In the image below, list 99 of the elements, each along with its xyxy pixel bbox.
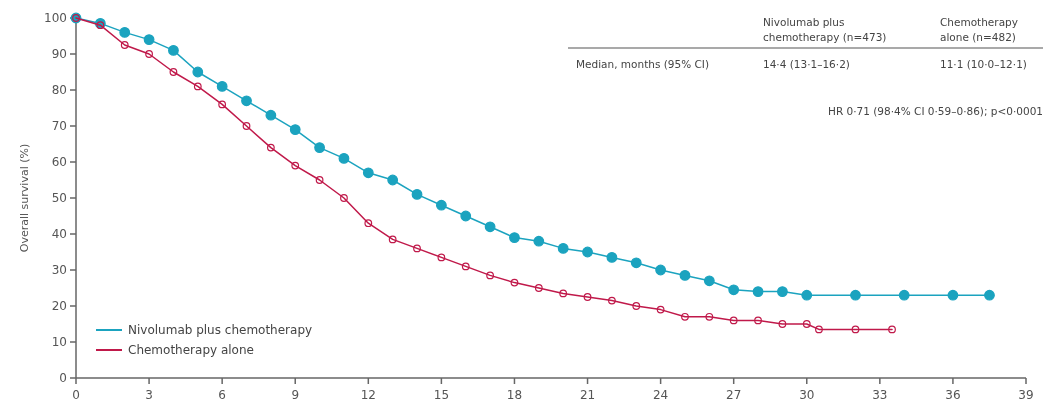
point [486,271,494,280]
point [435,199,447,211]
x-tick-label: 12 [360,388,376,402]
point [656,305,665,314]
legend-label: Chemotherapy alone [128,343,254,358]
point [218,100,227,109]
point [241,95,252,107]
point [632,302,641,310]
point [608,296,616,305]
y-tick-label: 70 [51,119,67,134]
x-tick-label: 30 [799,388,815,402]
point [315,176,324,184]
point [192,66,204,78]
point [291,161,300,170]
point [606,252,618,263]
annotation: Nivolumab plus chemotherapy (n=473) [763,16,887,43]
x-tick-label: 36 [945,388,961,402]
y-tick-label: 90 [51,47,67,62]
point [815,325,823,334]
point [778,320,787,328]
annotation: Chemotherapy alone (n=482) [940,16,1018,43]
y-tick-label: 20 [51,299,67,314]
y-axis-title: Overall survival (%) [18,143,31,253]
point [120,41,129,49]
point [681,312,689,321]
y-tick-label: 10 [51,335,67,350]
y-tick-label: 0 [59,371,67,386]
point [362,167,374,179]
point [484,221,496,233]
y-tick-label: 80 [51,83,67,98]
point [340,194,348,202]
x-tick-label: 39 [1018,388,1034,402]
x-tick-label: 18 [506,388,523,402]
point [364,219,373,228]
point [582,246,593,258]
point [655,264,667,276]
annotation: 14·4 (13·1–16·2) [763,58,850,70]
y-tick-label: 30 [51,263,67,278]
point [314,142,325,153]
point [388,235,397,244]
point [119,27,131,38]
point [461,262,470,271]
point [728,284,740,296]
point [242,122,251,130]
point [801,289,813,301]
x-tick-label: 0 [72,388,80,402]
x-tick-label: 6 [218,388,226,402]
point [703,275,715,287]
point [143,34,155,45]
point [533,235,545,247]
point [266,143,275,152]
point [216,81,228,92]
point [557,243,569,254]
point [679,270,691,281]
x-tick-label: 24 [652,388,669,402]
x-tick-label: 27 [726,388,742,402]
y-tick-label: 50 [51,191,67,206]
point [898,289,910,301]
point [984,289,995,301]
point [583,293,592,301]
legend-label: Nivolumab plus chemotherapy [128,323,313,338]
point [729,316,738,325]
x-tick-label: 9 [291,388,300,402]
point [193,82,202,91]
x-tick-label: 15 [433,388,450,402]
point [559,289,568,298]
point [752,286,764,297]
point [947,289,959,301]
point [168,45,179,56]
annotation: 11·1 (10·0–12·1) [940,58,1027,70]
point [460,210,472,222]
point [509,232,520,243]
point [338,153,350,164]
point [802,320,811,328]
point [534,284,543,292]
point [169,68,178,76]
y-tick-label: 40 [51,227,67,242]
point [850,289,861,301]
point [754,316,762,325]
y-tick-label: 60 [51,155,67,170]
x-tick-label: 21 [579,388,596,402]
point [888,325,896,334]
annotation: Median, months (95% CI) [576,58,710,70]
point [777,286,788,297]
point [630,257,642,269]
x-tick-label: 3 [145,388,153,402]
y-tick-label: 100 [44,11,67,26]
point [145,50,153,58]
point [289,124,301,135]
point [510,278,519,287]
point [411,189,423,200]
point [705,312,714,321]
point [437,253,446,262]
point [387,174,399,186]
point [413,244,421,253]
point [265,109,277,121]
x-tick-label: 33 [872,388,888,402]
point [851,325,860,334]
annotation: HR 0·71 (98·4% CI 0·59–0·86); p<0·0001 [828,105,1043,117]
